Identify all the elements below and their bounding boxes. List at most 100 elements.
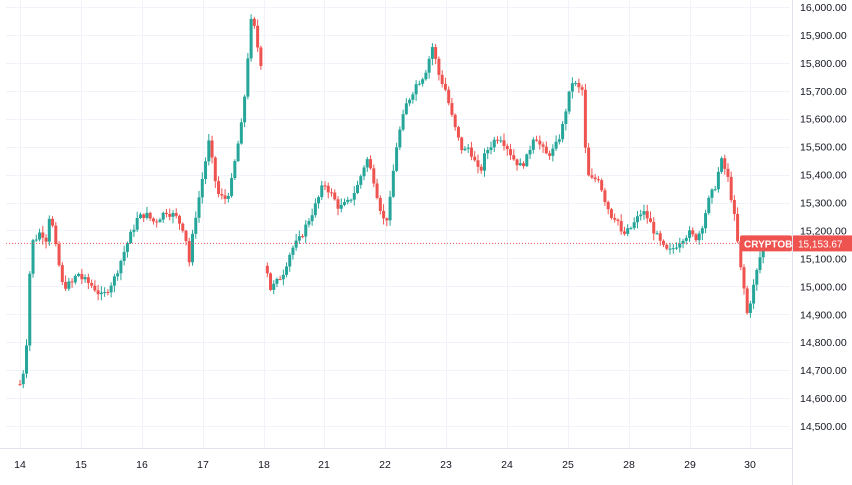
candle-body xyxy=(437,58,441,75)
candle-body xyxy=(509,149,513,156)
candle-body xyxy=(609,209,613,218)
y-tick-label: 15,800.00 xyxy=(800,58,847,70)
y-tick-label: 15,000.00 xyxy=(800,281,847,293)
candle-body xyxy=(210,140,214,158)
candle-body xyxy=(401,114,405,130)
candle-body xyxy=(671,248,675,250)
candle-body xyxy=(18,384,22,386)
y-tick-label: 15,200.00 xyxy=(800,225,847,237)
candle-body xyxy=(430,47,434,59)
candle-body xyxy=(561,123,565,140)
candle-body xyxy=(528,149,532,155)
candle-body xyxy=(564,111,568,124)
candle-body xyxy=(577,82,581,88)
candle-body xyxy=(310,215,314,222)
candle-body xyxy=(732,199,736,214)
candle-body xyxy=(603,190,607,203)
candle-body xyxy=(570,83,574,92)
x-tick-label: 23 xyxy=(440,459,452,471)
candle-body xyxy=(668,248,672,250)
y-tick-label: 15,600.00 xyxy=(800,114,847,126)
candle-body xyxy=(700,228,704,234)
candle-body xyxy=(590,175,594,178)
candle-body xyxy=(515,159,519,166)
candle-body xyxy=(246,58,250,97)
candle-body xyxy=(378,197,382,211)
candle-body xyxy=(21,373,25,385)
candle-body xyxy=(155,221,159,223)
candle-body xyxy=(31,240,35,274)
candle-body xyxy=(317,197,321,204)
candle-body xyxy=(259,47,263,66)
candle-body xyxy=(294,240,298,248)
candle-body xyxy=(522,163,526,167)
candle-body xyxy=(512,155,516,160)
candle-body xyxy=(54,225,58,245)
candle-body xyxy=(275,278,279,284)
candle-body xyxy=(538,140,542,145)
candle-body xyxy=(239,122,243,144)
candle-body xyxy=(691,230,695,235)
candle-body xyxy=(151,218,155,222)
candle-body xyxy=(758,257,762,270)
candle-body xyxy=(77,273,81,276)
price-badge-label: 15,153.67 xyxy=(798,239,843,250)
y-tick-label: 14,700.00 xyxy=(800,365,847,377)
candle-body xyxy=(191,233,195,263)
candle-body xyxy=(138,214,142,218)
candle-body xyxy=(60,265,64,283)
candle-body xyxy=(313,203,317,216)
candle-body xyxy=(554,141,558,149)
candle-body xyxy=(755,269,759,285)
candle-body xyxy=(707,197,711,214)
candle-body xyxy=(174,213,178,216)
candle-body xyxy=(233,161,237,178)
candle-body xyxy=(391,170,395,197)
candle-body xyxy=(642,211,646,215)
x-axis[interactable]: 14 15 16 17 18 21 22 23 24 25 28 29 30 xyxy=(0,448,793,472)
candle-body xyxy=(502,140,506,146)
candle-body xyxy=(336,199,340,209)
candle-body xyxy=(119,260,123,274)
candle-body xyxy=(207,140,211,162)
candle-body xyxy=(269,273,273,290)
candle-body xyxy=(587,147,591,176)
candle-body xyxy=(411,94,415,100)
candle-body xyxy=(178,215,182,224)
candle-body xyxy=(398,129,402,148)
candle-body xyxy=(142,214,146,218)
candle-body xyxy=(535,139,539,141)
candle-body xyxy=(619,220,623,232)
candle-body xyxy=(752,284,756,304)
y-axis[interactable]: 16,000.00 15,900.00 15,800.00 15,700.00 15,6… xyxy=(792,0,847,485)
candle-body xyxy=(158,219,162,222)
y-tick-label: 15,900.00 xyxy=(800,30,847,42)
candle-body xyxy=(525,154,529,167)
candle-body xyxy=(408,99,412,104)
candle-body xyxy=(723,158,727,169)
x-tick-label: 25 xyxy=(562,459,574,471)
x-tick-label: 30 xyxy=(744,459,756,471)
candle-body xyxy=(125,243,129,252)
candle-body xyxy=(443,83,447,90)
candle-body xyxy=(447,89,451,104)
y-tick-label: 16,000.00 xyxy=(800,2,847,14)
candle-body xyxy=(135,217,139,230)
candle-body xyxy=(223,195,227,199)
candle-body xyxy=(304,224,308,237)
candle-body xyxy=(745,288,749,313)
candles xyxy=(18,14,765,389)
candle-body xyxy=(116,273,120,277)
candle-body xyxy=(47,218,51,242)
candle-body xyxy=(440,74,444,84)
candle-body xyxy=(417,83,421,85)
candle-body xyxy=(301,236,305,238)
x-tick-label: 28 xyxy=(623,459,635,471)
candle-body xyxy=(204,161,208,180)
candle-body xyxy=(450,103,454,115)
candle-body xyxy=(541,144,545,147)
candle-body xyxy=(51,218,55,226)
candle-body xyxy=(486,149,490,154)
